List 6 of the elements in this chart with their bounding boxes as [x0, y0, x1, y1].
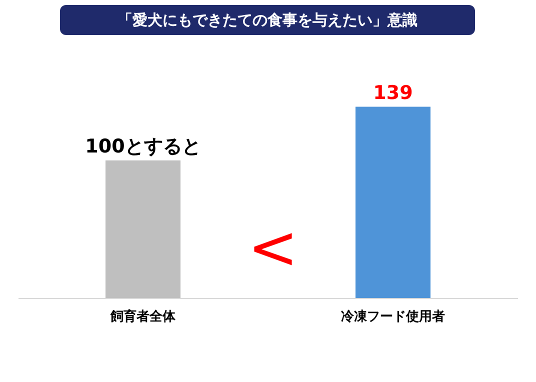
- chart-title: 「愛犬にもできたての食事を与えたい」意識: [60, 5, 475, 35]
- data-label: 139: [373, 82, 413, 104]
- x-tick-label: 飼育者全体: [110, 308, 176, 324]
- data-label: 100とすると: [85, 135, 201, 158]
- x-tick-label: 冷凍フード使用者: [341, 310, 445, 324]
- annotation: <: [248, 213, 298, 283]
